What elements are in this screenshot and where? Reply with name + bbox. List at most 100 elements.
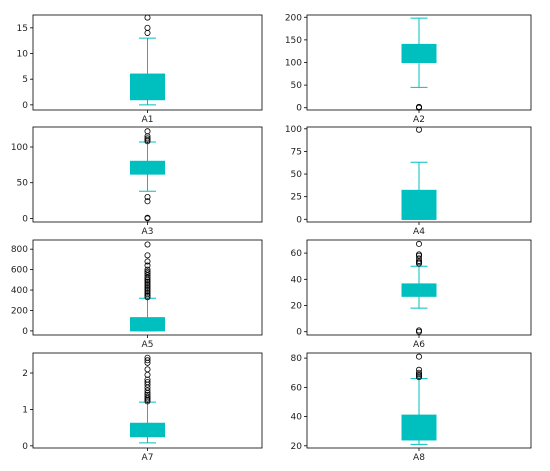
outlier-point — [144, 387, 151, 394]
subplot-a1: 0 5 10 15 A1 — [17, 14, 263, 125]
y-tick-label: 100 — [285, 59, 302, 69]
outlier-point — [415, 327, 422, 334]
outlier-point — [415, 369, 422, 376]
outlier-point — [144, 366, 151, 373]
outlier-point — [144, 294, 151, 301]
outlier-point — [144, 379, 151, 386]
iqr-box — [130, 317, 165, 332]
outlier-point — [415, 251, 422, 258]
y-tick-label: 60 — [291, 383, 303, 393]
y-tick-label: 50 — [291, 81, 303, 91]
y-tick-label: 100 — [11, 143, 28, 153]
y-tick-label: 200 — [285, 13, 302, 23]
outlier-point — [144, 291, 151, 298]
y-tick-label: 200 — [11, 306, 28, 316]
outlier-point — [144, 198, 151, 205]
y-tick-label: 1 — [22, 405, 28, 415]
outlier-point — [415, 366, 422, 373]
iqr-box — [130, 422, 165, 438]
outlier-point — [144, 289, 151, 296]
outlier-point — [144, 283, 151, 290]
iqr-box — [401, 189, 437, 220]
x-category-label: A8 — [413, 453, 425, 463]
outlier-point — [144, 272, 151, 279]
subplot-a6: 0 20 40 60 A6 — [291, 239, 532, 350]
y-tick-label: 100 — [285, 125, 302, 135]
y-tick-label: 0 — [22, 101, 28, 111]
outlier-point — [144, 278, 151, 285]
outlier-point — [144, 357, 151, 364]
outlier-point — [144, 286, 151, 293]
outlier-point — [144, 292, 151, 299]
y-tick-label: 15 — [17, 24, 28, 34]
y-tick-label: 0 — [296, 328, 302, 338]
subplot-a7: 0 1 2 A7 — [22, 352, 263, 463]
y-tick-label: 40 — [291, 275, 303, 285]
x-category-label: A5 — [142, 340, 154, 350]
outlier-point — [144, 24, 151, 31]
outlier-point — [144, 262, 151, 269]
outlier-point — [144, 275, 151, 282]
y-tick-label: 60 — [291, 249, 303, 259]
subplot-a2: 0 50 100 150 200 A2 — [285, 13, 532, 125]
y-tick-label: 150 — [285, 36, 302, 46]
y-tick-label: 10 — [17, 50, 29, 60]
outlier-point — [144, 393, 151, 400]
x-category-label: A7 — [142, 453, 154, 463]
x-category-label: A4 — [413, 227, 425, 237]
outlier-point — [144, 241, 151, 248]
x-category-label: A3 — [142, 227, 154, 237]
outlier-point — [144, 354, 151, 361]
outlier-point — [144, 128, 151, 135]
y-tick-label: 0 — [22, 327, 28, 337]
outlier-point — [144, 193, 151, 200]
subplot-a3: 0 50 100 A3 — [11, 126, 263, 237]
outlier-point — [144, 258, 151, 265]
y-tick-label: 5 — [22, 75, 28, 85]
outlier-point — [144, 285, 151, 292]
y-tick-label: 600 — [11, 266, 28, 276]
y-tick-label: 800 — [11, 245, 28, 255]
y-tick-label: 20 — [291, 442, 303, 452]
subplot-a8: 20 40 60 80 A8 — [291, 352, 532, 463]
iqr-box — [130, 73, 165, 101]
outlier-point — [144, 391, 151, 398]
y-tick-label: 0 — [296, 215, 302, 225]
outlier-point — [144, 280, 151, 287]
y-tick-label: 2 — [22, 369, 28, 379]
outlier-point — [144, 266, 151, 273]
y-tick-label: 40 — [291, 413, 303, 423]
outlier-point — [415, 103, 422, 110]
y-tick-label: 0 — [22, 214, 28, 224]
outlier-point — [415, 126, 422, 133]
y-tick-label: 50 — [291, 170, 303, 180]
y-tick-label: 75 — [291, 147, 302, 157]
outlier-point — [415, 353, 422, 360]
y-tick-label: 0 — [296, 104, 302, 114]
y-tick-label: 80 — [291, 354, 303, 364]
outlier-point — [144, 29, 151, 36]
y-tick-label: 400 — [11, 286, 28, 296]
outlier-point — [415, 240, 422, 247]
subplot-a5: 0 200 400 600 800 A5 — [11, 239, 263, 350]
x-category-label: A2 — [413, 115, 425, 125]
subplot-a4: 0 25 50 75 100 A4 — [285, 125, 532, 237]
outlier-point — [144, 214, 151, 221]
outlier-point — [415, 255, 422, 262]
x-category-label: A6 — [413, 340, 425, 350]
outlier-point — [144, 268, 151, 275]
outlier-point — [144, 14, 151, 21]
outlier-point — [144, 288, 151, 295]
y-tick-label: 50 — [17, 179, 29, 189]
iqr-box — [130, 160, 165, 175]
y-tick-label: 20 — [291, 302, 303, 312]
outlier-point — [144, 274, 151, 281]
outlier-point — [144, 270, 151, 277]
y-tick-label: 0 — [22, 442, 28, 452]
outlier-point — [144, 281, 151, 288]
y-tick-label: 25 — [291, 193, 302, 203]
outlier-point — [144, 135, 151, 142]
outlier-point — [144, 376, 151, 383]
x-category-label: A1 — [142, 115, 154, 125]
